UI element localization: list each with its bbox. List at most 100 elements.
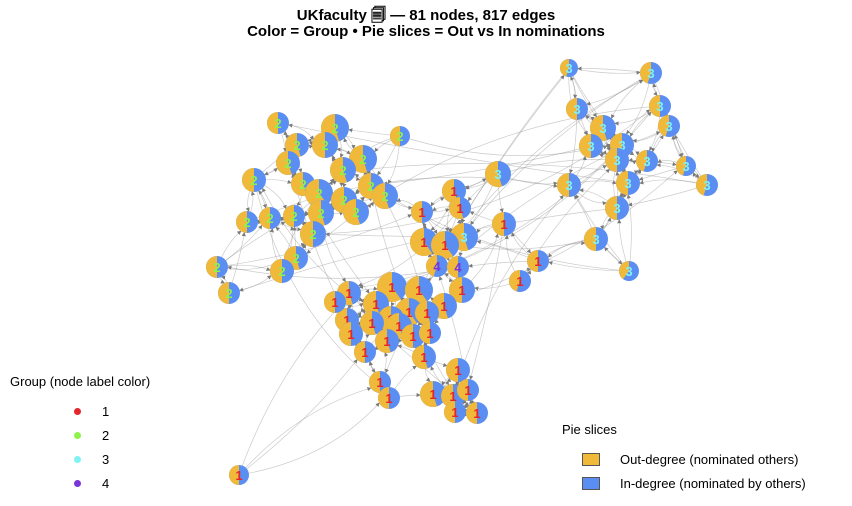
node-pie: 3	[605, 196, 629, 220]
out-degree-slice	[636, 150, 647, 172]
out-degree-slice	[378, 387, 389, 409]
out-degree-slice	[339, 322, 351, 346]
chart-title: UKfaculty 🗐 — 81 nodes, 817 edges	[296, 7, 556, 24]
out-degree-slice	[390, 126, 400, 146]
node-group-label: 1	[473, 406, 480, 421]
node-group-label: 1	[454, 363, 461, 378]
node-group-label: 2	[290, 209, 297, 224]
node-pie: 3	[658, 115, 680, 137]
node-group-label: 1	[395, 319, 402, 334]
out-degree-slice	[229, 465, 239, 485]
edge	[238, 402, 380, 476]
node-group-label: 2	[367, 179, 374, 194]
out-degree-slice	[616, 171, 628, 195]
node-group-label: 1	[376, 375, 383, 390]
node-group-label: 3	[565, 61, 572, 76]
node-pie: 1	[509, 270, 531, 292]
node-pie: 1	[457, 379, 479, 401]
node-pie: 1	[415, 301, 439, 325]
group-legend-title: Group (node label color)	[10, 374, 151, 389]
out-degree-slice	[330, 157, 348, 183]
node-group-label: 1	[464, 383, 471, 398]
out-degree-slice	[566, 98, 577, 120]
node-group-label: 2	[359, 152, 366, 167]
node-group-label: 3	[613, 201, 620, 216]
node-group-label: 1	[415, 283, 422, 298]
out-degree-slice	[425, 255, 437, 277]
node-group-label: 3	[573, 102, 580, 117]
node-group-label: 1	[361, 345, 368, 360]
out-degree-slice	[218, 282, 229, 304]
node-pie: 3	[566, 98, 588, 120]
out-degree-slice	[412, 345, 428, 369]
chart-subtitle: Color = Group • Pie slices = Out vs In n…	[247, 23, 605, 40]
edge	[246, 176, 558, 223]
node-group-label: 2	[340, 193, 347, 208]
out-degree-slice	[410, 228, 433, 256]
node-group-label: 3	[625, 264, 632, 279]
out-degree-slice	[324, 291, 335, 313]
node-group-label: 3	[587, 139, 594, 154]
out-degree-slice	[358, 173, 376, 199]
node-group-label: 1	[368, 316, 375, 331]
edge	[407, 72, 652, 318]
node-group-label: 1	[426, 326, 433, 341]
node-pie: 3	[584, 227, 608, 251]
node-pie: 2	[312, 132, 338, 158]
pie-legend-item-out: Out-degree (nominated others)	[582, 452, 798, 467]
edge	[216, 214, 413, 268]
node-group-label: 4	[454, 260, 462, 275]
out-degree-slice	[362, 291, 381, 317]
out-degree-slice	[206, 256, 217, 278]
node-group-label: 1	[385, 391, 392, 406]
out-degree-slice	[308, 200, 326, 226]
edge	[627, 184, 708, 207]
node-pie: 2	[342, 199, 369, 225]
node-group-label: 2	[266, 211, 273, 226]
node-pie: 2	[372, 183, 398, 209]
node-pie: 2	[390, 126, 410, 146]
node-pie: 2	[206, 256, 228, 278]
group-legend-label: 1	[102, 404, 110, 419]
edge	[357, 207, 461, 287]
node-group-label: 3	[494, 167, 501, 182]
out-degree-slice	[449, 197, 464, 219]
out-degree-slice	[649, 95, 660, 117]
out-degree-slice	[492, 212, 504, 236]
node-group-label: 2	[278, 264, 285, 279]
node-pie: 1	[419, 322, 441, 344]
node-group-label: 1	[456, 201, 463, 216]
out-degree-slice	[676, 156, 686, 176]
node-pie: 3	[619, 261, 639, 281]
out-degree-slice	[431, 231, 454, 259]
out-degree-slice	[584, 227, 596, 251]
node-pie: 1	[401, 324, 425, 348]
out-degree-slice	[605, 196, 617, 220]
node-pie: 3	[484, 161, 511, 187]
out-degree-slice	[331, 187, 349, 213]
node-pie: 1	[466, 402, 488, 424]
pie-legend-title: Pie slices	[562, 422, 617, 437]
node-pie: 1	[446, 358, 470, 382]
out-degree-slice	[312, 132, 325, 158]
node-pie: 3	[676, 156, 696, 176]
pie-legend-label: Out-degree (nominated others)	[620, 452, 799, 467]
group-legend-label: 2	[102, 428, 110, 443]
node-group-label: 1	[388, 280, 395, 295]
edge	[465, 159, 618, 190]
edge	[312, 109, 651, 235]
node-pie: 1	[354, 341, 376, 363]
node-pie: 1	[420, 381, 446, 407]
node-group-label: 1	[423, 306, 430, 321]
node-pie: 4	[425, 255, 448, 277]
node-pie: 3	[636, 150, 658, 172]
edge	[355, 163, 708, 186]
node-pie: 1	[412, 345, 436, 369]
out-degree-slice	[457, 379, 468, 401]
out-degree-slice	[619, 261, 629, 280]
out-degree-slice	[557, 173, 569, 197]
edge	[469, 223, 505, 380]
out-degree-slice	[305, 179, 328, 208]
node-group-label: 2	[309, 227, 316, 242]
node-pie: 3	[649, 95, 671, 117]
